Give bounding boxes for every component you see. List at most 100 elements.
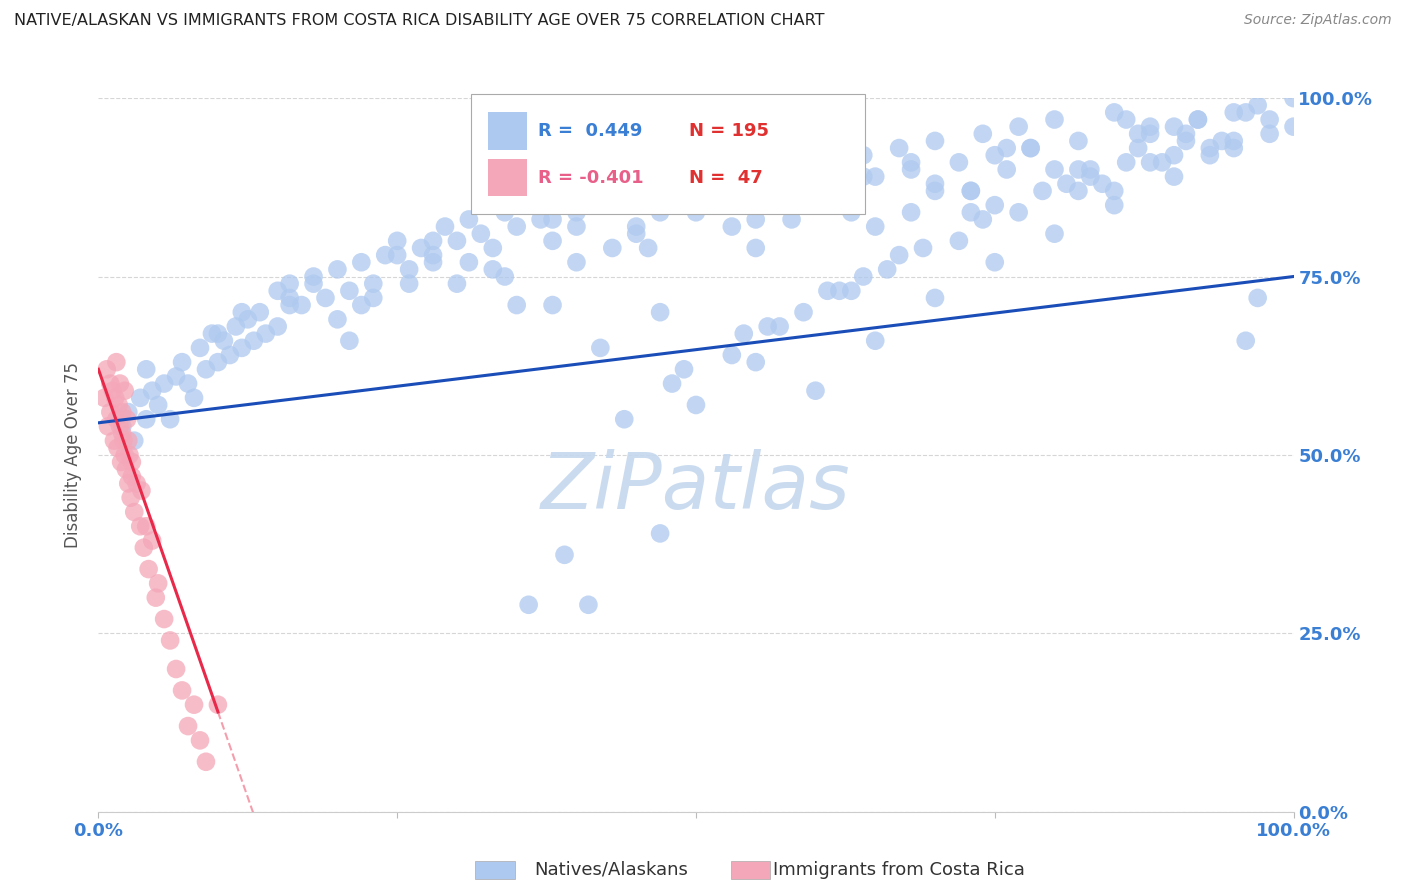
Point [841, 198, 863, 212]
Point [121, 455, 143, 469]
Point [876, 262, 898, 277]
Point [984, 148, 1007, 162]
Point [117, 405, 139, 419]
Point [863, 169, 887, 184]
Point [108, 376, 131, 391]
Point [291, 298, 314, 312]
Point [554, 548, 576, 562]
Point [148, 398, 170, 412]
Point [96, 362, 118, 376]
Point [110, 455, 132, 469]
Point [673, 362, 696, 376]
Point [177, 376, 200, 391]
Point [995, 141, 1018, 155]
Point [165, 662, 187, 676]
Point [363, 277, 385, 291]
Point [339, 334, 360, 348]
Point [841, 284, 863, 298]
Point [131, 483, 153, 498]
Point [626, 227, 648, 241]
Point [972, 127, 994, 141]
Point [105, 412, 128, 426]
Point [685, 169, 707, 184]
Point [1234, 105, 1257, 120]
Point [363, 291, 385, 305]
Point [1163, 169, 1185, 184]
Point [685, 398, 707, 412]
Point [1150, 155, 1173, 169]
Point [165, 369, 187, 384]
Point [172, 355, 194, 369]
Point [1091, 177, 1114, 191]
Point [111, 419, 134, 434]
Point [107, 398, 129, 412]
Point [648, 305, 672, 319]
Point [183, 698, 205, 712]
Point [120, 491, 142, 505]
Text: R = -0.401: R = -0.401 [538, 169, 644, 186]
Point [207, 355, 229, 369]
Point [278, 291, 301, 305]
Point [1102, 184, 1125, 198]
Point [1139, 120, 1161, 134]
Point [804, 191, 827, 205]
Point [141, 533, 163, 548]
Point [201, 326, 224, 341]
Text: NATIVE/ALASKAN VS IMMIGRANTS FROM COSTA RICA DISABILITY AGE OVER 75 CORRELATION : NATIVE/ALASKAN VS IMMIGRANTS FROM COSTA … [14, 13, 824, 29]
Point [153, 612, 176, 626]
Point [398, 277, 420, 291]
Point [1258, 127, 1281, 141]
Point [924, 291, 946, 305]
Point [225, 319, 247, 334]
Point [565, 205, 588, 219]
Point [685, 205, 707, 219]
Point [721, 219, 744, 234]
Point [1222, 141, 1246, 155]
Point [117, 434, 139, 448]
Point [103, 434, 125, 448]
Text: N = 195: N = 195 [689, 122, 769, 140]
Point [984, 255, 1007, 269]
Point [118, 448, 141, 462]
Point [721, 348, 744, 362]
Point [1139, 155, 1161, 169]
Point [105, 355, 128, 369]
Point [972, 212, 994, 227]
Point [97, 419, 120, 434]
Point [900, 205, 922, 219]
Point [458, 255, 481, 269]
Point [565, 219, 588, 234]
Point [1032, 184, 1054, 198]
Point [948, 234, 970, 248]
Point [1007, 120, 1029, 134]
Point [541, 212, 564, 227]
Point [101, 384, 124, 398]
Point [385, 248, 409, 262]
Point [1163, 148, 1185, 162]
Point [1043, 227, 1066, 241]
Point [1115, 155, 1137, 169]
Point [768, 162, 790, 177]
Point [231, 305, 253, 319]
Point [1080, 169, 1102, 184]
Text: ZiPatlas: ZiPatlas [541, 449, 851, 525]
Point [183, 391, 205, 405]
Point [422, 248, 444, 262]
Point [959, 205, 981, 219]
Point [1282, 91, 1305, 105]
Point [1139, 127, 1161, 141]
Point [135, 362, 157, 376]
Point [302, 269, 325, 284]
Point [1128, 141, 1150, 155]
Point [1019, 141, 1042, 155]
Point [111, 426, 134, 441]
Point [124, 505, 146, 519]
Point [153, 376, 176, 391]
Point [1222, 105, 1246, 120]
Point [924, 177, 946, 191]
Point [121, 469, 143, 483]
Point [1043, 112, 1066, 127]
Point [1067, 134, 1090, 148]
Point [745, 355, 768, 369]
Point [959, 184, 981, 198]
